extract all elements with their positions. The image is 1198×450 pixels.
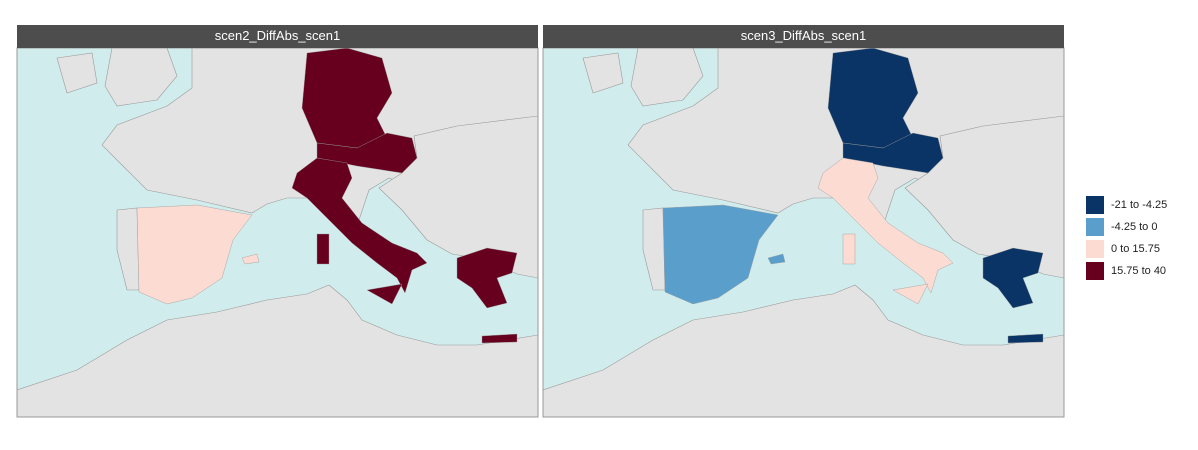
- uk: [630, 48, 704, 107]
- uk: [104, 48, 178, 107]
- africa: [543, 284, 1064, 417]
- strip: [17, 25, 538, 48]
- strip: [543, 25, 1064, 48]
- panel-title: scen2_DiffAbs_scen1: [215, 28, 341, 43]
- panel-title: scen3_DiffAbs_scen1: [741, 28, 867, 43]
- balearics: [241, 253, 260, 265]
- germany: [301, 48, 393, 149]
- legend-key: [1086, 262, 1104, 280]
- spain: [136, 204, 253, 305]
- sicily: [892, 283, 929, 305]
- italy: [817, 157, 954, 294]
- map-content: [543, 48, 1064, 417]
- balkans: [378, 115, 538, 279]
- balearics: [767, 253, 786, 265]
- legend-key: [1086, 196, 1104, 214]
- map-panel: scen3_DiffAbs_scen1: [542, 25, 1065, 418]
- greece: [982, 247, 1044, 309]
- spain: [662, 204, 779, 305]
- balkans: [904, 115, 1064, 279]
- crete: [1007, 333, 1044, 344]
- map-content: [17, 48, 538, 417]
- portugal: [642, 207, 666, 291]
- crete: [481, 333, 518, 344]
- sardinia: [316, 233, 330, 265]
- legend-key: [1086, 240, 1104, 258]
- legend-label: -4.25 to 0: [1111, 221, 1157, 233]
- legend-label: 0 to 15.75: [1111, 243, 1160, 255]
- legend-label: -21 to -4.25: [1111, 199, 1167, 211]
- italy: [291, 157, 428, 294]
- legend-key: [1086, 218, 1104, 236]
- ireland: [56, 52, 98, 94]
- map-panel: scen2_DiffAbs_scen1: [16, 25, 539, 418]
- portugal: [116, 207, 140, 291]
- germany: [827, 48, 919, 149]
- africa: [17, 284, 538, 417]
- sicily: [366, 283, 403, 305]
- sardinia: [842, 233, 856, 265]
- legend-label: 15.75 to 40: [1111, 265, 1166, 277]
- ireland: [582, 52, 624, 94]
- greece: [456, 247, 518, 309]
